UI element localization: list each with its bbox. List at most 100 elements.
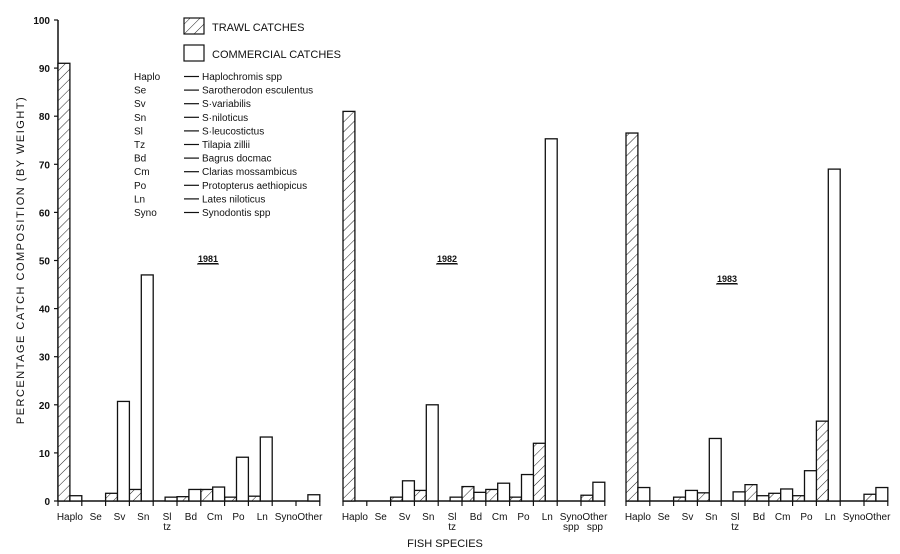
x-tick-label: Sl [163, 512, 172, 523]
x-tick-label: Se [658, 512, 671, 523]
bar-commercial [708, 437, 722, 502]
key-name: Tilapia zillii [202, 140, 250, 151]
bar-trawl [580, 494, 594, 502]
key-abbr: Ln [134, 194, 145, 205]
y-tick-label: 0 [44, 497, 50, 508]
bar-trawl [247, 495, 261, 502]
bar-trawl [744, 483, 758, 502]
key-name: S·niloticus [202, 113, 248, 124]
key-name: S·variabilis [202, 99, 251, 110]
bar-commercial [875, 486, 889, 502]
x-tick-label: Other [865, 512, 891, 523]
bar-trawl [485, 488, 499, 502]
legend-label: TRAWL CATCHES [212, 22, 305, 34]
key-name: Protopterus aethiopicus [202, 181, 307, 192]
bar-commercial [449, 496, 463, 502]
bar-commercial [69, 495, 83, 502]
x-tick-label: Sv [114, 512, 126, 523]
x-tick-label: Sv [399, 512, 411, 523]
bar-commercial [473, 491, 487, 502]
bar-commercial [116, 400, 131, 502]
bar-trawl [532, 442, 546, 502]
panel-title: 1983 [717, 274, 737, 284]
x-tick-label: Other [297, 512, 323, 523]
key-name: Synodontis spp [202, 208, 271, 219]
bar-commercial [637, 486, 651, 502]
bar-commercial [732, 491, 746, 502]
x-tick-label: Bd [185, 512, 197, 523]
x-tick-label: spp [563, 522, 580, 533]
x-tick-label: Sl [731, 512, 740, 523]
y-tick-label: 40 [39, 305, 51, 316]
bar-commercial [780, 488, 794, 502]
bar-trawl [57, 62, 71, 502]
x-tick-label: Sl [448, 512, 457, 523]
key-name: Clarias mossambicus [202, 167, 297, 178]
y-tick-label: 60 [39, 208, 51, 219]
bar-trawl [508, 496, 523, 502]
y-tick-label: 80 [39, 112, 51, 123]
x-tick-label: Haplo [625, 512, 652, 523]
legend-label: COMMERCIAL CATCHES [212, 49, 341, 61]
x-tick-label: Haplo [342, 512, 369, 523]
legend-swatch [183, 44, 205, 62]
x-tick-label: Sv [682, 512, 694, 523]
bar-commercial [259, 436, 273, 502]
y-tick-label: 50 [39, 257, 51, 268]
panel-title: 1982 [437, 254, 457, 264]
bar-trawl [128, 488, 142, 502]
key-abbr: Haplo [134, 72, 161, 83]
bar-commercial [140, 274, 154, 502]
bar-trawl [176, 496, 190, 502]
x-tick-label: Bd [753, 512, 765, 523]
bar-trawl [200, 488, 214, 502]
x-tick-label: spp [587, 522, 604, 533]
bar-trawl [863, 493, 877, 502]
y-tick-label: 20 [39, 401, 51, 412]
bar-trawl [223, 496, 238, 502]
key-abbr: Syno [134, 208, 157, 219]
x-tick-label: Ln [542, 512, 553, 523]
x-tick-label: Syno [275, 512, 298, 523]
bar-commercial [425, 404, 439, 502]
x-tick-label: Ln [257, 512, 268, 523]
x-tick-label: Bd [470, 512, 482, 523]
y-tick-label: 10 [39, 449, 51, 460]
x-tick-label: Cm [492, 512, 508, 523]
x-tick-label: Haplo [57, 512, 84, 523]
bar-commercial [684, 489, 699, 502]
key-abbr: Cm [134, 167, 150, 178]
bar-commercial [803, 470, 818, 502]
x-tick-label: tz [731, 522, 739, 533]
bar-commercial [164, 496, 178, 502]
bar-trawl [672, 496, 687, 502]
y-tick-label: 70 [39, 160, 51, 171]
bar-commercial [401, 480, 416, 502]
bar-commercial [827, 168, 841, 502]
legend-swatch [183, 17, 205, 35]
x-tick-label: Ln [825, 512, 836, 523]
y-tick-label: 100 [33, 16, 50, 27]
key-abbr: Se [134, 86, 147, 97]
x-tick-label: Cm [207, 512, 223, 523]
bar-trawl [696, 492, 710, 502]
key-name: S·leucostictus [202, 126, 264, 137]
x-axis-label: FISH SPECIES [407, 538, 483, 550]
key-abbr: Sv [134, 99, 146, 110]
x-tick-label: Syno [560, 512, 583, 523]
x-tick-label: Se [90, 512, 103, 523]
bar-trawl [389, 496, 404, 502]
x-tick-label: Sn [137, 512, 149, 523]
key-name: Haplochromis spp [202, 72, 282, 83]
legend: TRAWL CATCHES COMMERCIAL CATCHES Haplo Hapl… [134, 17, 341, 219]
bar-commercial [235, 456, 250, 502]
bar-commercial [544, 138, 558, 502]
bar-trawl [413, 489, 427, 502]
x-tick-label: Po [232, 512, 245, 523]
key-abbr: Tz [134, 140, 145, 151]
x-tick-label: Sn [705, 512, 717, 523]
bar-trawl [461, 485, 475, 502]
y-axis-label: PERCENTAGE CATCH COMPOSITION (BY WEIGHT) [15, 96, 27, 424]
